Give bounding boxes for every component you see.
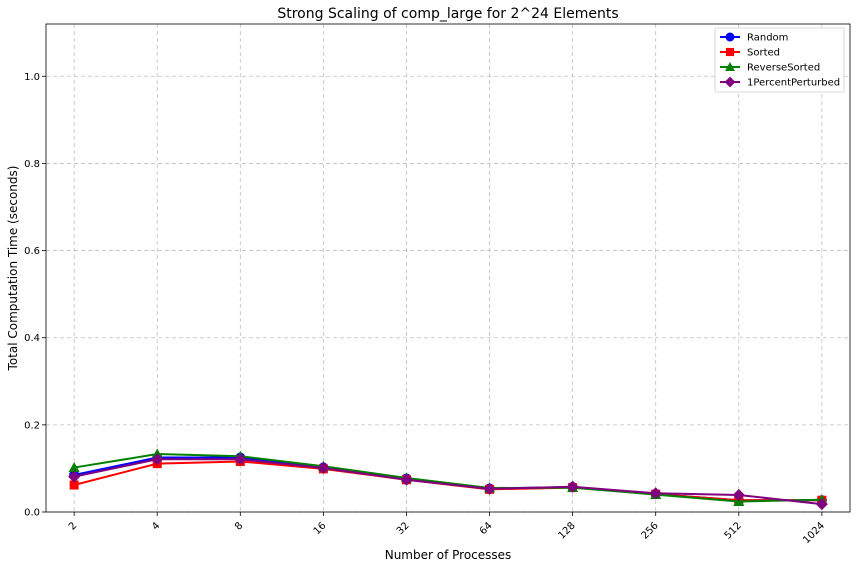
series-layer bbox=[68, 448, 828, 511]
y-tick-label: 0.0 bbox=[24, 508, 40, 519]
legend-swatch-marker bbox=[725, 32, 735, 42]
data-point bbox=[69, 480, 79, 490]
legend-entry: ReverseSorted bbox=[720, 62, 820, 74]
legend-swatch-marker bbox=[724, 76, 736, 88]
data-point bbox=[649, 487, 662, 500]
data-point bbox=[566, 480, 579, 493]
legend-entry: 1PercentPerturbed bbox=[720, 76, 840, 89]
legend-box bbox=[714, 27, 845, 93]
data-point bbox=[68, 462, 80, 472]
data-point bbox=[483, 482, 496, 495]
legend-swatch-marker bbox=[725, 47, 735, 57]
data-point bbox=[317, 461, 330, 474]
y-tick-label: 0.4 bbox=[24, 333, 40, 344]
chart-title: Strong Scaling of comp_large for 2^24 El… bbox=[277, 6, 618, 22]
data-point bbox=[234, 453, 247, 466]
plot-frame bbox=[45, 23, 851, 513]
data-point bbox=[815, 498, 828, 511]
legend-entry: Sorted bbox=[720, 48, 780, 59]
series-1percentperturbed bbox=[68, 453, 828, 511]
y-tick-label: 0.2 bbox=[24, 420, 40, 431]
data-point bbox=[732, 489, 745, 502]
series-line bbox=[73, 453, 822, 503]
y-axis-label: Total Computation Time (seconds) bbox=[6, 166, 20, 372]
legend: Random Sorted ReverseSorted 1PercentPerturb… bbox=[714, 27, 845, 93]
legend-label: Sorted bbox=[747, 48, 780, 59]
x-axis-label: Number of Processes bbox=[385, 548, 512, 562]
data-point bbox=[400, 473, 413, 486]
y-tick-label: 0.8 bbox=[24, 159, 40, 170]
series-line bbox=[73, 458, 822, 506]
legend-label: Random bbox=[747, 33, 788, 44]
y-tick-label: 0.6 bbox=[24, 246, 40, 257]
data-point bbox=[151, 453, 164, 466]
legend-swatch-marker bbox=[725, 62, 735, 71]
legend-label: 1PercentPerturbed bbox=[747, 78, 840, 89]
y-tick-label: 1.0 bbox=[24, 72, 40, 83]
legend-entry: Random bbox=[720, 32, 788, 44]
data-point bbox=[68, 470, 81, 483]
legend-label: ReverseSorted bbox=[747, 63, 820, 74]
